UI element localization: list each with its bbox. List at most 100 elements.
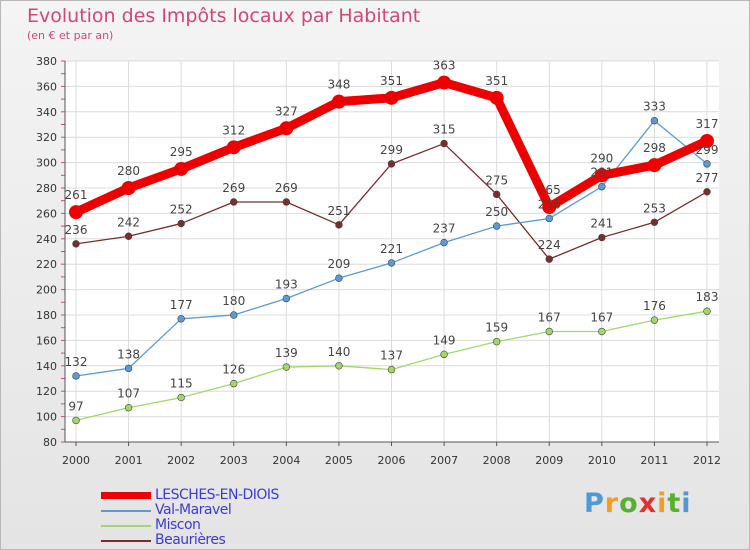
data-label-lesches: 327 (275, 104, 298, 118)
data-label-beaurieres: 242 (117, 215, 140, 229)
x-tick-label: 2003 (220, 454, 248, 467)
data-point-miscon (335, 362, 343, 370)
y-tick-label: 260 (36, 207, 57, 220)
data-label-lesches: 295 (170, 145, 193, 159)
data-point-beaurieres (703, 188, 711, 196)
gridlines (65, 60, 719, 443)
y-tick-label: 240 (36, 233, 57, 246)
data-label-miscon: 115 (170, 377, 193, 391)
logo-letter: x (638, 488, 658, 519)
data-label-beaurieres: 236 (65, 223, 88, 237)
data-label-lesches: 290 (590, 151, 613, 165)
data-label-miscon: 126 (222, 363, 245, 377)
chart-title: Evolution des Impôts locaux par Habitant (27, 5, 421, 27)
data-point-val-maravel (598, 183, 606, 191)
data-point-lesches (437, 75, 452, 90)
y-tick-label: 380 (36, 55, 57, 68)
legend-label-lesches: LESCHES-EN-DIOIS (155, 487, 279, 503)
data-label-beaurieres: 253 (643, 201, 666, 215)
x-tick-label: 2012 (693, 454, 721, 467)
data-label-lesches: 317 (696, 117, 719, 131)
legend-label-beaurieres: Beaurières (155, 532, 226, 548)
line-chart: 80 100 120 140 160 180 200 220 240 260 280 300 320 34… (36, 55, 721, 467)
data-label-val-maravel: 250 (485, 205, 508, 219)
data-point-val-maravel (282, 294, 291, 303)
proxiti-logo: Proxiti (584, 488, 692, 519)
y-axis-ticks: 80 100 120 140 160 180 200 220 240 260 280 300 320 34… (36, 55, 57, 449)
logo-letter: i (657, 488, 668, 519)
data-label-val-maravel: 256 (538, 197, 561, 211)
y-tick-label: 340 (36, 106, 57, 119)
x-tick-label: 2002 (167, 454, 195, 467)
data-point-val-maravel (650, 116, 659, 125)
data-label-miscon: 183 (696, 290, 719, 304)
logo-letter: o (619, 488, 639, 519)
data-label-beaurieres: 275 (485, 173, 508, 187)
x-tick-label: 2011 (640, 454, 668, 467)
data-point-beaurieres (545, 255, 553, 263)
y-tick-label: 140 (36, 360, 57, 373)
y-tick-label: 180 (36, 309, 57, 322)
data-point-beaurieres (177, 219, 185, 228)
y-tick-label: 80 (43, 436, 57, 449)
x-tick-label: 2008 (483, 454, 511, 467)
data-point-miscon (387, 365, 396, 374)
data-label-val-maravel: 209 (327, 257, 350, 271)
data-point-val-maravel (335, 274, 343, 282)
x-tick-label: 2000 (62, 454, 90, 467)
data-label-beaurieres: 224 (538, 238, 561, 252)
data-point-miscon (545, 327, 553, 336)
data-label-val-maravel: 132 (65, 355, 88, 369)
data-label-miscon: 167 (538, 311, 561, 325)
data-label-val-maravel: 193 (275, 277, 298, 291)
data-point-beaurieres (492, 190, 501, 199)
data-label-lesches: 265 (538, 183, 561, 197)
data-label-lesches: 351 (485, 74, 508, 88)
data-point-beaurieres (650, 218, 659, 226)
data-label-beaurieres: 299 (380, 143, 403, 157)
data-point-val-maravel (177, 315, 185, 323)
legend-swatch-beaurieres (101, 540, 151, 542)
logo-letter: t (667, 488, 682, 519)
data-label-lesches: 363 (433, 59, 456, 73)
data-point-miscon (492, 337, 501, 346)
data-label-miscon: 176 (643, 299, 666, 313)
data-label-beaurieres: 269 (222, 181, 245, 195)
chart-subtitle: (en € et par an) (27, 29, 114, 42)
data-point-miscon (282, 363, 291, 371)
data-label-beaurieres: 269 (275, 181, 298, 195)
data-point-val-maravel (545, 214, 553, 223)
data-label-beaurieres: 252 (170, 203, 193, 217)
legend-label-miscon: Miscon (155, 517, 201, 533)
data-point-miscon (440, 350, 448, 359)
data-label-lesches: 348 (327, 78, 350, 92)
data-point-miscon (598, 327, 606, 336)
data-point-lesches (542, 200, 557, 215)
data-point-val-maravel (72, 372, 80, 380)
data-point-lesches (69, 205, 83, 220)
data-point-lesches (174, 161, 189, 176)
data-label-lesches: 351 (380, 74, 403, 88)
data-point-val-maravel (492, 222, 501, 230)
data-label-beaurieres: 251 (327, 204, 350, 218)
data-point-beaurieres (72, 240, 80, 248)
x-tick-label: 2005 (325, 454, 353, 467)
y-tick-label: 200 (36, 284, 57, 297)
data-point-lesches (331, 94, 346, 109)
data-label-miscon: 149 (433, 333, 456, 347)
legend-swatch-val-maravel (101, 510, 151, 512)
y-tick-label: 160 (36, 334, 57, 347)
data-label-miscon: 140 (327, 345, 350, 359)
data-label-val-maravel: 221 (380, 242, 403, 256)
y-tick-label: 300 (36, 157, 57, 170)
data-point-beaurieres (282, 198, 291, 206)
x-tick-label: 2009 (535, 454, 563, 467)
data-point-lesches (384, 90, 399, 105)
x-tick-label: 2006 (378, 454, 406, 467)
x-axis-ticks: 2000 2001 2002 2003 2004 2005 2006 2007 2008 2009… (62, 442, 721, 467)
data-point-val-maravel (230, 311, 238, 319)
logo-letter: i (681, 488, 692, 519)
data-label-val-maravel: 237 (433, 222, 456, 236)
data-label-beaurieres: 315 (433, 123, 456, 137)
